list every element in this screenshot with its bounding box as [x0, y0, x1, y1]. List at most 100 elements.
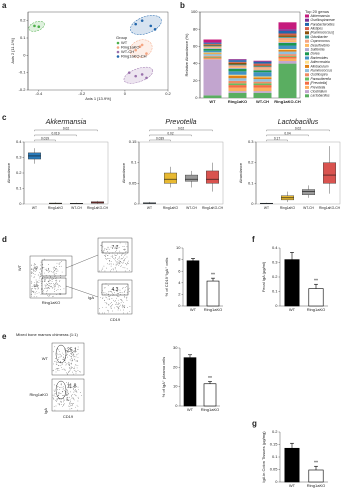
- legend-label: Desulfovibrio: [311, 43, 330, 47]
- bar-segment: [278, 29, 297, 31]
- flow-event: [116, 261, 117, 263]
- legend-title: Group: [116, 35, 128, 40]
- flow-event: [44, 278, 46, 280]
- bar-segment: [228, 91, 247, 93]
- bar-segment: [253, 83, 272, 86]
- y-axis-label: Relative Abundance (%): [184, 33, 189, 77]
- flow-event: [99, 312, 100, 314]
- comparison-bracket: [149, 129, 213, 132]
- flow-event: [109, 291, 111, 292]
- flow-event: [42, 268, 43, 269]
- legend-swatch: [305, 43, 309, 47]
- bar-segment: [228, 59, 247, 61]
- flow-event: [30, 275, 32, 277]
- bar-segment: [253, 68, 272, 70]
- bar: [308, 288, 324, 307]
- flow-event: [40, 274, 42, 276]
- flow-event: [119, 304, 121, 306]
- flow-event: [65, 369, 66, 371]
- x-tick-label: WT-CH: [71, 206, 82, 210]
- flow-event: [55, 282, 57, 283]
- flow-event: [74, 352, 76, 353]
- flow-event: [101, 250, 102, 252]
- flow-event: [51, 278, 53, 280]
- flow-event: [62, 389, 64, 391]
- flow-event: [71, 354, 73, 355]
- flow-event: [69, 408, 71, 410]
- flow-event: [75, 364, 77, 366]
- flow-event: [123, 309, 124, 311]
- flow-event: [120, 265, 121, 267]
- flow-event: [66, 354, 68, 356]
- flow-event: [116, 286, 118, 288]
- flow-event: [70, 387, 72, 389]
- flow-event: [108, 295, 110, 297]
- flow-event: [99, 307, 100, 309]
- flow-event: [54, 270, 55, 271]
- flow-event: [108, 298, 110, 300]
- flow-event: [34, 274, 36, 275]
- flow-event: [109, 260, 110, 262]
- flow-event: [56, 268, 58, 270]
- y-axis-label: IgA in Colon Tissues (µg/mg): [261, 431, 266, 483]
- x-tick-label: Ring1aKO: [201, 407, 219, 412]
- flow-event: [57, 283, 58, 285]
- flow-event: [72, 394, 74, 395]
- flow-event: [54, 346, 56, 348]
- y-tick-label: 2: [178, 291, 181, 296]
- gate: [101, 283, 129, 296]
- y-tick-label: 6: [178, 268, 181, 273]
- flow-event: [102, 306, 104, 308]
- flow-event: [55, 282, 56, 284]
- flow-event: [60, 275, 61, 276]
- flow-event: [58, 263, 60, 265]
- y-tick-label: -0.1: [19, 70, 27, 75]
- flow-event: [74, 394, 75, 395]
- flow-event: [55, 360, 57, 362]
- flow-event: [63, 403, 64, 405]
- flow-event: [52, 266, 54, 268]
- y-tick-label: 0.1: [248, 180, 254, 185]
- flow-event: [68, 399, 70, 401]
- y-tick-label: 20: [173, 364, 178, 369]
- y-tick-label: 0.1: [16, 186, 22, 191]
- flow-event: [62, 401, 64, 403]
- flow-event: [55, 280, 57, 282]
- flow-event: [46, 291, 48, 293]
- flow-event: [37, 281, 38, 282]
- x-tick-label: WT: [190, 307, 197, 312]
- gate: [101, 241, 129, 254]
- flow-event: [51, 281, 53, 282]
- flow-event: [118, 260, 120, 262]
- flow-event: [105, 255, 106, 257]
- flow-event: [113, 295, 115, 296]
- legend-swatch: [305, 39, 309, 43]
- flow-event: [116, 249, 117, 251]
- flow-event: [57, 386, 59, 387]
- flow-event: [122, 287, 124, 289]
- flow-event: [71, 397, 73, 399]
- flow-event: [48, 287, 50, 289]
- flow-event: [55, 269, 57, 270]
- x-tick-label: Ring1aKO: [307, 483, 325, 488]
- legend-swatch: [305, 81, 309, 85]
- flow-event: [72, 402, 74, 404]
- flow-event: [54, 287, 56, 289]
- flow-event: [34, 263, 36, 265]
- flow-event: [65, 391, 66, 392]
- legend-label: Bacteroides: [311, 56, 329, 60]
- legend-label: Dorea: [311, 52, 320, 56]
- flow-event: [72, 360, 73, 361]
- flow-event: [71, 358, 73, 360]
- flow-event: [39, 272, 41, 274]
- flow-event: [75, 371, 77, 373]
- flow-event: [34, 262, 35, 264]
- flow-event: [118, 302, 119, 304]
- flow-event: [45, 286, 47, 288]
- flow-plot-frame: [51, 378, 85, 412]
- flow-event: [119, 263, 120, 265]
- panel-letter: d: [2, 235, 7, 244]
- flow-event: [45, 285, 46, 287]
- flow-event: [102, 251, 104, 252]
- flow-event: [113, 263, 114, 265]
